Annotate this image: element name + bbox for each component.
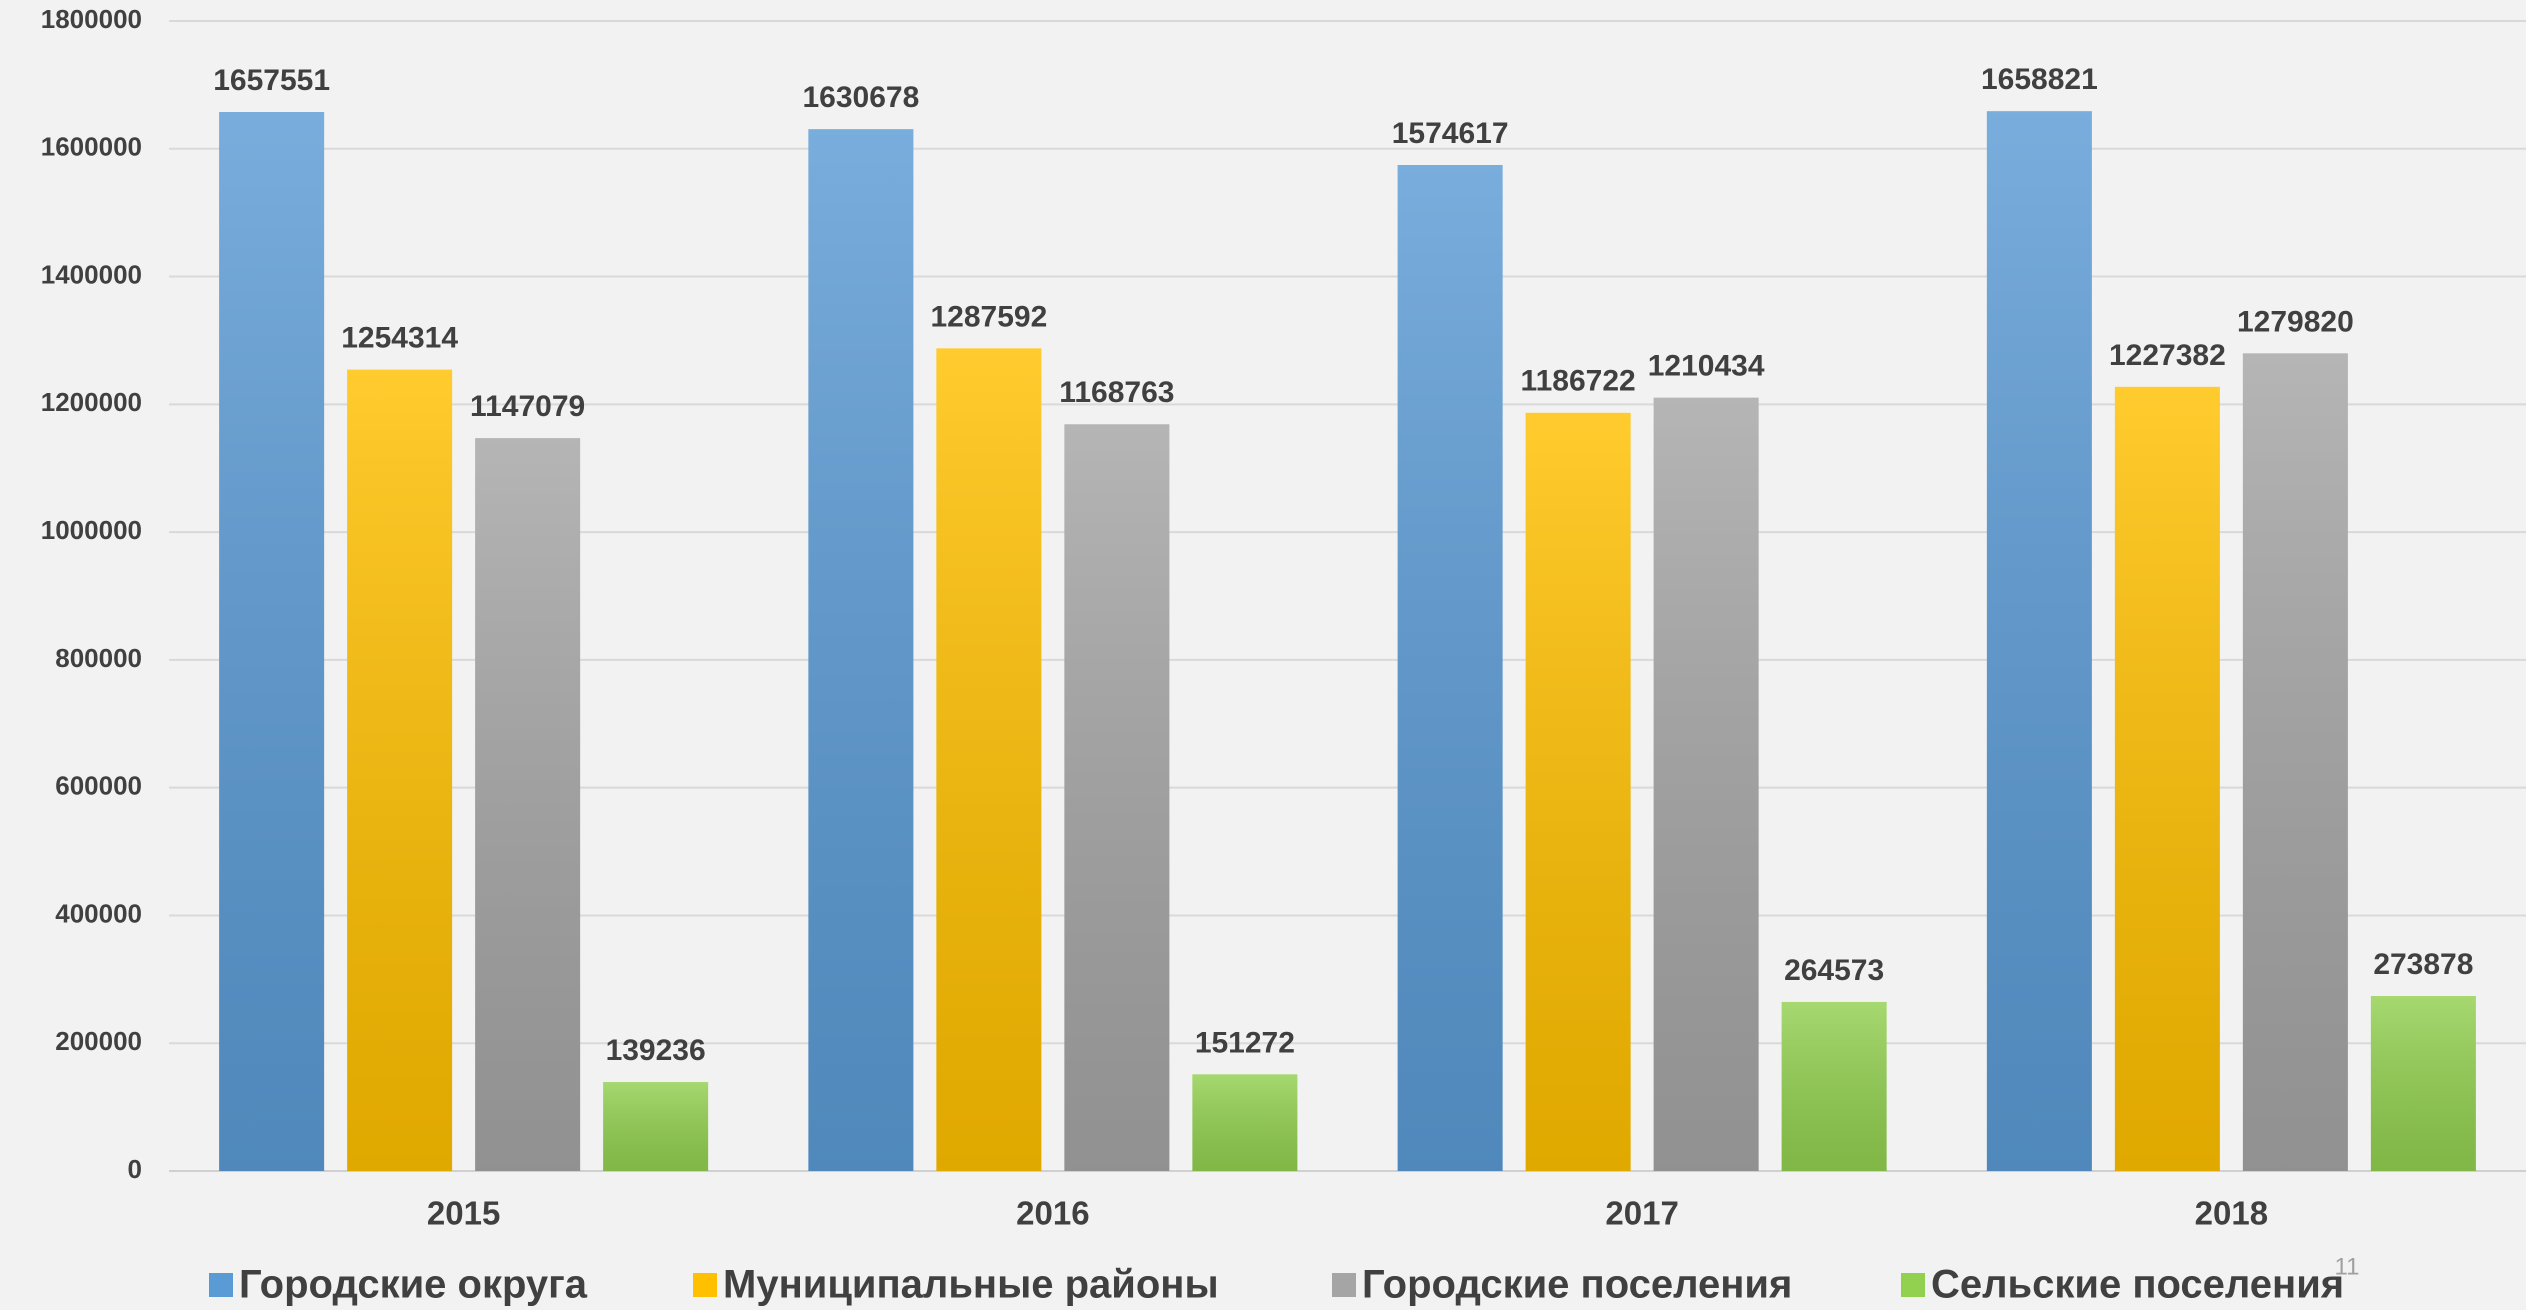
bar: [347, 369, 453, 1172]
data-label: 273878: [2373, 948, 2473, 981]
y-tick-label: 1600000: [41, 132, 142, 162]
page-number: 11: [2335, 1253, 2360, 1280]
bar: [808, 129, 914, 1171]
bar: [1064, 424, 1170, 1172]
data-label: 1210434: [1648, 350, 1765, 383]
data-label: 1254314: [341, 322, 458, 355]
bar: [1653, 397, 1759, 1171]
bar: [1397, 164, 1503, 1171]
y-tick-label: 200000: [55, 1026, 142, 1056]
bar: [2114, 386, 2220, 1172]
data-label: 1658821: [1981, 63, 2098, 96]
y-tick-label: 1000000: [41, 515, 142, 545]
y-tick-label: 1400000: [41, 259, 142, 289]
bar: [1781, 1001, 1887, 1171]
data-label: 1227382: [2109, 339, 2226, 372]
x-tick-label: 2016: [1016, 1195, 1089, 1232]
legend-swatch: [693, 1273, 717, 1297]
data-label: 1287592: [930, 300, 1047, 333]
legend-label: Муниципальные районы: [723, 1263, 1219, 1307]
bar: [1525, 412, 1631, 1171]
y-tick-label: 400000: [55, 898, 142, 928]
x-tick-label: 2015: [427, 1195, 500, 1232]
bar: [2242, 353, 2348, 1171]
x-tick-label: 2018: [2195, 1195, 2268, 1232]
y-tick-label: 600000: [55, 771, 142, 801]
x-tick-label: 2017: [1605, 1195, 1678, 1232]
y-tick-label: 1800000: [41, 4, 142, 34]
bar: [1192, 1074, 1298, 1171]
legend-swatch: [209, 1273, 233, 1297]
legend-label: Сельские поселения: [1931, 1263, 2344, 1307]
bar: [219, 112, 325, 1172]
data-label: 151272: [1195, 1026, 1295, 1059]
bar: [1986, 111, 2092, 1171]
data-label: 139236: [606, 1034, 706, 1067]
data-label: 1574617: [1392, 117, 1509, 150]
bar: [936, 348, 1042, 1171]
bar: [475, 438, 581, 1171]
data-label: 1168763: [1059, 376, 1174, 409]
bar: [2370, 996, 2476, 1171]
data-label: 1630678: [802, 81, 919, 114]
bar: [603, 1082, 709, 1171]
legend-swatch: [1901, 1273, 1925, 1297]
data-label: 264573: [1784, 954, 1884, 987]
y-tick-label: 800000: [55, 643, 142, 673]
data-label: 1147079: [470, 390, 585, 423]
data-label: 1657551: [213, 64, 330, 97]
legend-swatch: [1332, 1273, 1356, 1297]
data-label: 1279820: [2237, 305, 2354, 338]
y-tick-label: 1200000: [41, 387, 142, 417]
legend-label: Городские округа: [239, 1263, 588, 1307]
data-label: 1186722: [1521, 365, 1636, 398]
y-tick-label: 0: [128, 1154, 142, 1184]
legend-label: Городские поселения: [1362, 1263, 1792, 1307]
